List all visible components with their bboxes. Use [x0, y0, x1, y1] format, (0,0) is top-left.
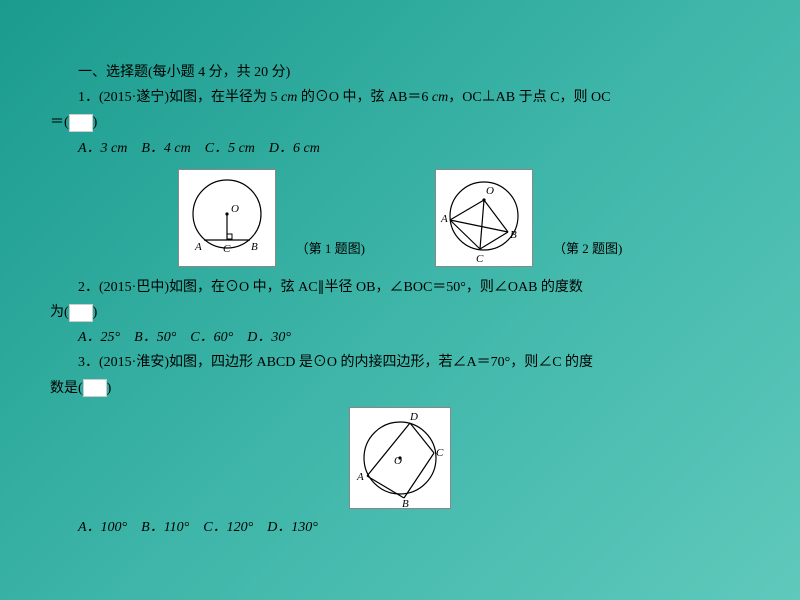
q1-mid1: 的⊙O 中，弦 AB＝6	[297, 90, 432, 105]
fig2-C: C	[476, 253, 484, 265]
q2-line1: 2．(2015·巴中)如图，在⊙O 中，弦 AC∥半径 OB，∠BOC＝50°，…	[50, 275, 750, 300]
fig1-B: B	[251, 241, 258, 253]
figure-2: O A B C	[435, 169, 533, 267]
q1-blank[interactable]	[69, 114, 93, 132]
q1-unit1: cm	[281, 90, 297, 105]
q1-options: A．3 cm B．4 cm C．5 cm D．6 cm	[50, 136, 750, 161]
figure-row: O A C B （第 1 题图) O A B C	[50, 169, 750, 267]
q2-a: 为(	[50, 305, 69, 320]
q3-a: 数是(	[50, 381, 83, 396]
figure-2-label: （第 2 题图)	[553, 237, 622, 266]
worksheet: 一、选择题(每小题 4 分，共 20 分) 1．(2015·遂宁)如图，在半径为…	[0, 0, 800, 560]
q3-blank[interactable]	[83, 379, 107, 397]
figure-1-label: （第 1 题图)	[296, 237, 365, 266]
q1-mid2: ，OC⊥AB 于点 C，则 OC	[448, 90, 610, 105]
q3-line1: 3．(2015·淮安)如图，四边形 ABCD 是⊙O 的内接四边形，若∠A＝70…	[50, 350, 750, 375]
section-title: 一、选择题(每小题 4 分，共 20 分)	[50, 60, 750, 85]
q1-prefix: 1．(2015·遂宁)如图，在半径为 5	[78, 90, 281, 105]
fig3-B: B	[402, 498, 409, 508]
fig1-C: C	[223, 243, 231, 255]
fig1-O: O	[231, 203, 239, 215]
q3-b: )	[107, 381, 112, 396]
q3-line2: 数是()	[50, 376, 750, 401]
q2-options: A．25° B．50° C．60° D．30°	[50, 325, 750, 350]
q1-line2: ＝()	[50, 110, 750, 135]
fig3-D: D	[409, 411, 418, 423]
q1-line1: 1．(2015·遂宁)如图，在半径为 5 cm 的⊙O 中，弦 AB＝6 cm，…	[50, 85, 750, 110]
fig3-C: C	[436, 447, 444, 459]
q2-blank[interactable]	[69, 304, 93, 322]
fig3-A: A	[356, 471, 364, 483]
fig1-A: A	[194, 241, 202, 253]
q2-line2: 为()	[50, 300, 750, 325]
q1-unit2: cm	[432, 90, 448, 105]
figure-1: O A C B	[178, 169, 276, 267]
q1-eq: ＝(	[50, 115, 69, 130]
figure-3: O A B C D	[349, 407, 451, 509]
fig3-O: O	[394, 455, 402, 467]
fig2-B: B	[510, 229, 517, 241]
figure-3-wrap: O A B C D	[50, 407, 750, 509]
fig2-O: O	[486, 185, 494, 197]
q2-b: )	[93, 305, 98, 320]
q3-options: A．100° B．110° C．120° D．130°	[50, 515, 750, 540]
fig2-A: A	[440, 213, 448, 225]
q1-close: )	[93, 115, 98, 130]
